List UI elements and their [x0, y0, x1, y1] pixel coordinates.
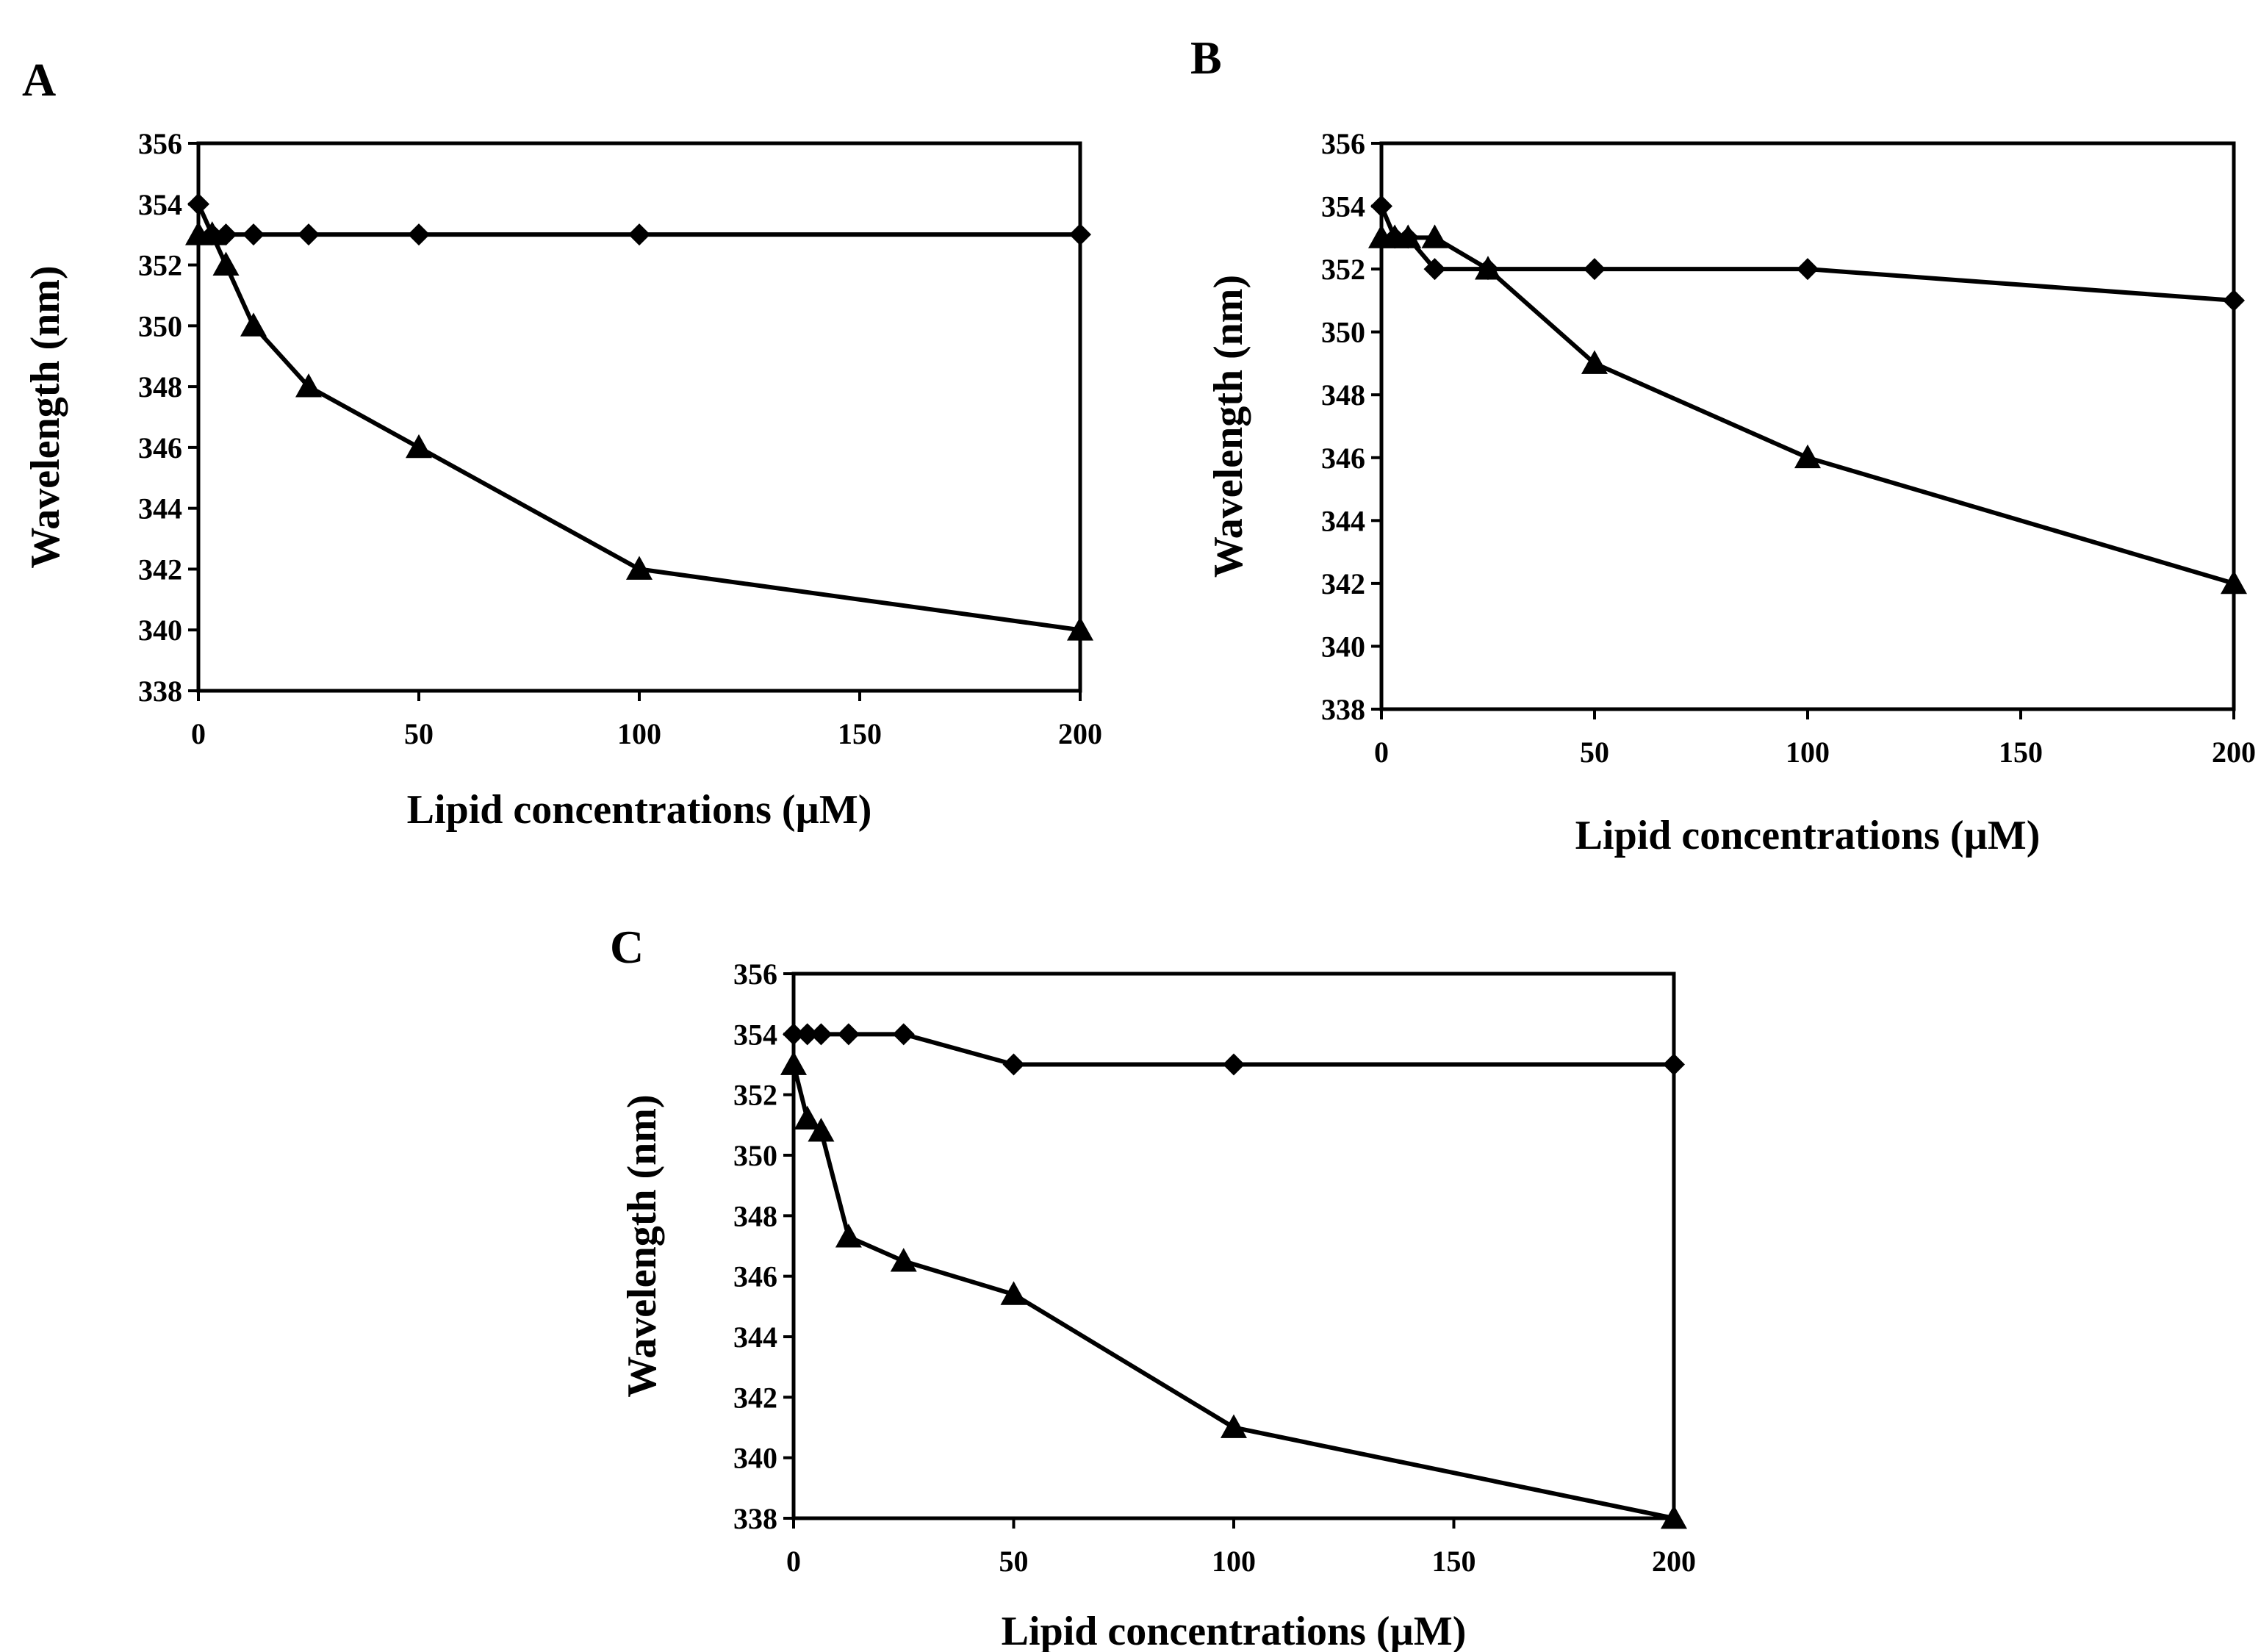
x-tick-label: 100: [617, 717, 661, 750]
y-tick-label: 352: [1321, 253, 1365, 286]
diamond-marker: [1069, 223, 1091, 246]
y-tick-label: 350: [1321, 316, 1365, 349]
x-tick-label: 100: [1786, 736, 1830, 769]
x-axis-title: Lipid concentrations (µM): [407, 787, 872, 833]
x-tick-label: 200: [2212, 736, 2256, 769]
x-tick-label: 100: [1212, 1545, 1256, 1578]
triangle-marker: [1067, 617, 1093, 641]
diamond-marker: [1584, 258, 1606, 281]
diamond-marker: [892, 1023, 915, 1046]
y-tick-label: 348: [138, 370, 182, 403]
triangle-marker: [295, 373, 322, 398]
y-tick-label: 356: [138, 127, 182, 160]
triangle-marker: [835, 1224, 862, 1248]
y-tick-label: 340: [138, 614, 182, 647]
diamond-marker: [408, 223, 430, 246]
diamond-marker: [2223, 289, 2245, 312]
x-tick-label: 150: [838, 717, 882, 750]
triangle-marker: [212, 251, 240, 276]
x-tick-label: 150: [1432, 1545, 1476, 1578]
y-tick-label: 342: [1321, 567, 1365, 600]
x-axis-title: Lipid concentrations (µM): [1002, 1609, 1467, 1652]
triangle-marker: [1221, 1414, 1247, 1438]
diamond-marker: [1370, 195, 1392, 218]
y-tick-label: 342: [138, 553, 182, 586]
triangle-marker: [1395, 224, 1422, 248]
x-tick-label: 0: [191, 717, 206, 750]
y-tick-label: 344: [733, 1321, 777, 1354]
diamond-marker: [242, 223, 265, 246]
diamond-marker: [1423, 258, 1446, 281]
y-axis-title: Wavelength (nm): [619, 1094, 665, 1397]
triangle-marker: [794, 1105, 821, 1130]
diamond-marker: [1223, 1053, 1245, 1076]
x-axis-title: Lipid concentrations (µM): [1575, 813, 2041, 858]
panel-letter: B: [1190, 32, 1222, 84]
diamond-marker: [796, 1023, 819, 1046]
triangle-marker: [890, 1248, 917, 1272]
x-tick-label: 150: [1999, 736, 2043, 769]
y-axis-title: Wavelength (nm): [1206, 275, 1251, 578]
diamond-marker: [1663, 1053, 1685, 1076]
y-tick-label: 352: [733, 1079, 777, 1112]
y-tick-label: 346: [733, 1260, 777, 1293]
triangle-marker: [240, 312, 267, 337]
y-tick-label: 338: [1321, 693, 1365, 726]
y-tick-label: 348: [733, 1199, 777, 1232]
y-tick-label: 352: [138, 249, 182, 282]
x-tick-label: 50: [1580, 736, 1609, 769]
diamond-marker: [187, 193, 209, 215]
y-tick-label: 340: [733, 1442, 777, 1475]
diamond-marker: [628, 223, 650, 246]
y-tick-label: 344: [1321, 504, 1365, 537]
triangle-marker: [2221, 570, 2247, 595]
y-tick-label: 344: [138, 492, 182, 525]
y-tick-label: 354: [138, 188, 182, 221]
panel-letter: A: [22, 54, 56, 106]
x-tick-label: 0: [786, 1545, 801, 1578]
y-tick-label: 356: [733, 958, 777, 991]
x-tick-label: 200: [1652, 1545, 1696, 1578]
chart-panel-b: B 338 340 342 344 346 348 350 352 354 356 0 50 100 150…: [1190, 32, 2256, 858]
chart-panel-a: A 338 340 342 344 346 348 350 352 354 356 0 50 100 150…: [22, 54, 1102, 833]
y-tick-label: 338: [733, 1502, 777, 1535]
triangle-marker: [626, 556, 653, 580]
y-tick-label: 346: [1321, 442, 1365, 475]
y-tick-label: 350: [138, 309, 182, 342]
x-tick-label: 0: [1374, 736, 1389, 769]
y-tick-label: 346: [138, 431, 182, 464]
diamond-marker: [810, 1023, 833, 1046]
panel-letter: C: [610, 921, 644, 973]
triangle-marker: [1421, 224, 1448, 248]
y-axis-title: Wavelength (nm): [23, 265, 68, 568]
diamond-marker: [837, 1023, 860, 1046]
chart-panel-c: C 338 340 342 344 346 348 350 352 354 356 0 50 100 150…: [610, 921, 1696, 1652]
diamond-marker: [783, 1023, 805, 1046]
y-tick-label: 340: [1321, 630, 1365, 663]
y-tick-label: 356: [1321, 127, 1365, 160]
triangle-marker: [1661, 1505, 1687, 1529]
triangle-marker: [1794, 444, 1821, 469]
triangle-marker: [780, 1051, 807, 1075]
x-tick-label: 50: [999, 1545, 1029, 1578]
x-tick-label: 200: [1058, 717, 1102, 750]
y-tick-label: 348: [1321, 378, 1365, 412]
triangle-marker: [1475, 256, 1501, 280]
diamond-marker: [1002, 1053, 1025, 1076]
diamond-marker: [1797, 258, 1819, 281]
triangle-marker: [1581, 350, 1608, 374]
triangle-marker: [198, 221, 226, 245]
triangle-marker: [406, 434, 432, 459]
y-tick-label: 338: [138, 675, 182, 708]
y-tick-label: 354: [1321, 190, 1365, 223]
x-tick-label: 50: [404, 717, 434, 750]
y-tick-label: 354: [733, 1018, 777, 1051]
diamond-marker: [298, 223, 320, 246]
triangle-marker: [1000, 1281, 1027, 1305]
y-tick-label: 350: [733, 1139, 777, 1172]
triangle-marker: [808, 1118, 835, 1142]
y-tick-label: 342: [733, 1381, 777, 1414]
